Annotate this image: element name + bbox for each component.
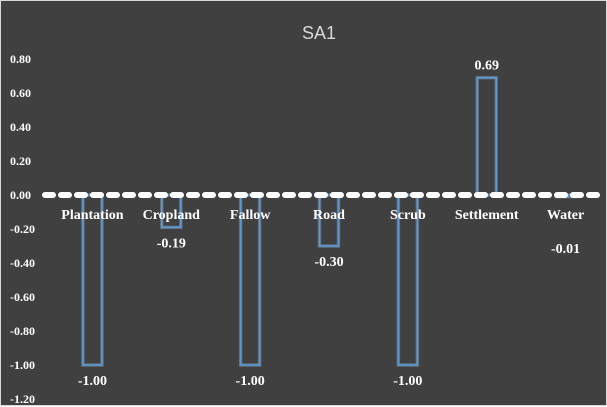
category-label: Fallow bbox=[230, 208, 271, 223]
y-tick-label: -0.20 bbox=[10, 222, 35, 236]
y-tick-label: -1.00 bbox=[10, 358, 35, 372]
category-label: Plantation bbox=[61, 208, 123, 223]
data-label: -0.30 bbox=[314, 255, 343, 270]
y-tick-label: -1.20 bbox=[10, 392, 35, 406]
y-tick-label: 0.20 bbox=[10, 154, 31, 168]
category-label: Settlement bbox=[455, 208, 519, 223]
y-tick-label: -0.80 bbox=[10, 324, 35, 338]
bar bbox=[477, 78, 496, 195]
y-axis-ticks: 0.80 0.60 0.40 0.20 0.00 -0.20 -0.40 -0.60 -0.80… bbox=[10, 52, 35, 406]
data-label: -0.01 bbox=[551, 242, 580, 257]
y-tick-label: -0.40 bbox=[10, 256, 35, 270]
bar-glow bbox=[477, 78, 496, 195]
data-label: -0.19 bbox=[157, 236, 186, 251]
y-tick-label: -0.60 bbox=[10, 290, 35, 304]
y-tick-label: 0.00 bbox=[10, 188, 31, 202]
chart-title: SA1 bbox=[302, 23, 336, 43]
y-tick-label: 0.80 bbox=[10, 52, 31, 66]
data-labels: -1.00 -0.19 -1.00 -0.30 -1.00 0.69 -0.01 bbox=[78, 59, 580, 389]
category-label: Cropland bbox=[143, 208, 201, 223]
data-label: -1.00 bbox=[236, 374, 265, 389]
data-label: 0.69 bbox=[474, 59, 499, 74]
y-tick-label: 0.40 bbox=[10, 120, 31, 134]
data-label: -1.00 bbox=[393, 374, 422, 389]
category-label: Road bbox=[313, 208, 345, 223]
category-label: Water bbox=[547, 208, 584, 223]
category-label: Scrub bbox=[390, 208, 426, 223]
data-label: -1.00 bbox=[78, 374, 107, 389]
y-tick-label: 0.60 bbox=[10, 86, 31, 100]
category-labels: Plantation Cropland Fallow Road Scrub Settlem… bbox=[61, 208, 584, 223]
